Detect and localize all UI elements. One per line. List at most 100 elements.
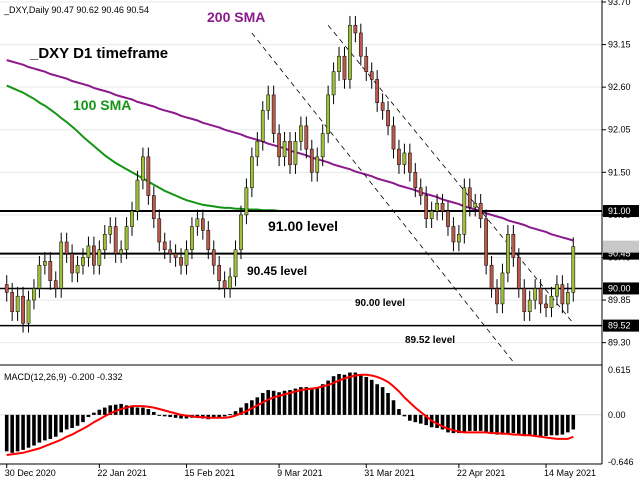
macd-signal-line xyxy=(6,373,574,456)
candle-body xyxy=(326,94,330,134)
candle xyxy=(299,116,303,151)
macd-bar xyxy=(108,405,113,415)
candle-body xyxy=(369,71,374,80)
price-tick-label: 92.60 xyxy=(608,82,631,92)
macd-bar xyxy=(37,414,42,443)
candle xyxy=(555,275,559,306)
candle-body xyxy=(244,187,249,216)
time-tick-label: 22 Jan 2021 xyxy=(97,468,147,478)
candle xyxy=(331,62,336,105)
candle xyxy=(228,267,232,298)
macd-bar xyxy=(462,414,467,432)
candle-body xyxy=(467,187,472,208)
candle-body xyxy=(380,102,385,111)
candle-body xyxy=(375,79,380,103)
candle xyxy=(402,143,407,174)
candle-body xyxy=(364,55,369,72)
candle xyxy=(533,279,537,310)
candle xyxy=(489,255,494,298)
candle-body xyxy=(320,133,325,158)
candle xyxy=(571,237,576,302)
macd-bar xyxy=(478,414,483,431)
macd-bar xyxy=(124,405,129,415)
macd-bar xyxy=(10,414,14,453)
macd-bar xyxy=(228,414,232,416)
candle-body xyxy=(407,152,412,173)
candle xyxy=(315,147,320,182)
macd-bar xyxy=(135,407,140,415)
time-tick-label: 22 Apr 2021 xyxy=(457,468,506,478)
candle xyxy=(59,232,64,298)
chart-title: _DXY D1 timeframe xyxy=(29,45,168,62)
macd-bar xyxy=(522,414,527,435)
candle xyxy=(516,248,521,298)
channel-line xyxy=(251,32,514,363)
candle-body xyxy=(342,55,347,80)
candle xyxy=(304,116,309,159)
candle-body xyxy=(544,303,548,309)
candle-body xyxy=(331,71,336,96)
candle xyxy=(277,124,281,167)
candle xyxy=(53,271,58,298)
candle xyxy=(260,101,265,151)
candle xyxy=(348,15,352,89)
candle-body xyxy=(299,125,303,142)
candle xyxy=(506,224,510,283)
candle xyxy=(141,147,145,190)
candle xyxy=(446,201,450,236)
macd-bar xyxy=(451,414,456,434)
macd-bar xyxy=(517,414,521,434)
macd-bar xyxy=(162,414,167,417)
candle xyxy=(43,252,47,275)
candle xyxy=(37,255,42,298)
macd-bar xyxy=(282,390,287,415)
candle xyxy=(48,252,53,290)
candle-body xyxy=(228,276,232,289)
candle xyxy=(184,240,189,275)
candle-body xyxy=(506,234,510,274)
price-tick-label: 89.30 xyxy=(608,338,631,348)
macd-bar xyxy=(113,404,118,415)
candle xyxy=(179,248,183,275)
candle xyxy=(200,209,205,240)
candle xyxy=(102,224,107,260)
candle xyxy=(424,186,429,229)
macd-bar xyxy=(260,392,265,415)
macd-bar xyxy=(26,414,31,448)
candle xyxy=(500,263,505,314)
candle-body xyxy=(64,241,69,254)
candle xyxy=(397,139,401,174)
candle-body xyxy=(70,253,74,274)
macd-bar xyxy=(152,411,156,415)
macd-bar xyxy=(32,414,36,446)
candle xyxy=(522,279,527,321)
candle xyxy=(326,85,330,143)
price-tick-label: 92.05 xyxy=(608,125,631,135)
candle-body xyxy=(440,203,445,212)
candle-body xyxy=(119,249,123,254)
candle xyxy=(97,240,102,275)
candle-body xyxy=(424,195,429,220)
candle xyxy=(108,217,113,244)
macd-bar xyxy=(348,372,352,415)
candle-body xyxy=(435,203,439,212)
candle-body xyxy=(233,249,238,278)
macd-tick-label: 0.00 xyxy=(608,410,626,420)
candle-body xyxy=(386,110,390,127)
macd-bar xyxy=(222,414,227,417)
candle xyxy=(435,194,439,221)
candle xyxy=(353,15,358,43)
price-box-label: 90.45 xyxy=(608,249,631,259)
candle xyxy=(157,209,162,252)
macd-bar xyxy=(304,387,309,415)
macd-bar xyxy=(566,414,570,433)
candle xyxy=(544,294,548,318)
candle xyxy=(473,194,478,217)
candle-body xyxy=(353,24,358,34)
candle xyxy=(168,240,173,263)
candle xyxy=(467,178,472,217)
candle xyxy=(511,224,516,267)
macd-bar xyxy=(130,406,134,415)
candle-body xyxy=(457,234,461,243)
candle-body xyxy=(37,264,42,289)
